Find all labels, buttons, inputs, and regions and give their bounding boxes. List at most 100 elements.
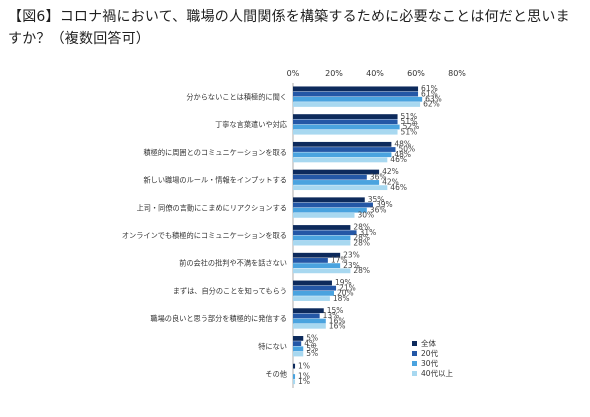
legend-swatch: [412, 361, 417, 366]
bar: [293, 336, 304, 341]
data-label: 16%: [329, 316, 346, 325]
x-tick-label: 60%: [407, 69, 425, 78]
bar: [293, 263, 341, 269]
data-label: 20%: [337, 289, 354, 298]
data-label: 61%: [421, 89, 438, 98]
bar: [293, 374, 296, 379]
bar: [293, 91, 419, 97]
data-label: 36%: [370, 205, 387, 214]
data-label: 13%: [323, 311, 340, 320]
data-label: 61%: [421, 84, 438, 93]
bar: [293, 379, 296, 385]
data-label: 28%: [353, 223, 370, 232]
bar: [293, 202, 373, 208]
data-label: 28%: [353, 266, 370, 275]
data-label: 5%: [306, 334, 318, 343]
category-label: 分からないことは積極的に聞く: [186, 92, 287, 101]
bar-layer: 61%61%63%62%51%51%52%51%48%50%48%46%42%3…: [293, 84, 442, 386]
data-label: 48%: [394, 150, 411, 159]
bar: [293, 363, 296, 369]
data-label: 63%: [425, 94, 442, 103]
bar: [293, 323, 326, 329]
data-label: 30%: [358, 211, 375, 220]
bar: [293, 341, 302, 347]
chart-title: 【図6】コロナ禍において、職場の人間関係を構築するために必要なことは何だと思いま…: [8, 9, 570, 47]
data-label: 51%: [401, 112, 418, 121]
legend-label: 40代以上: [421, 368, 454, 378]
legend-swatch: [412, 351, 417, 356]
legend-swatch: [412, 371, 417, 376]
data-label: 48%: [394, 140, 411, 149]
bar: [293, 346, 304, 352]
bar: [293, 280, 332, 286]
x-tick-label: 0%: [287, 69, 300, 78]
category-label: 丁寧な言葉遣いや対応: [215, 120, 287, 129]
bar: [293, 169, 380, 175]
category-label: まずは、自分のことを知ってもらう: [173, 286, 287, 295]
x-tick-label: 40%: [366, 69, 384, 78]
bar: [293, 313, 320, 319]
data-label: 17%: [331, 256, 348, 265]
data-label: 1%: [298, 361, 310, 370]
data-label: 5%: [306, 344, 318, 353]
data-label: 62%: [423, 100, 440, 109]
data-label: 4%: [304, 339, 316, 348]
category-label: 前の会社の批判や不満を話さない: [179, 259, 287, 268]
data-label: 23%: [343, 261, 360, 270]
data-label: 52%: [403, 122, 420, 131]
bar: [293, 252, 341, 258]
category-label: 新しい職場のルール・情報をインプットする: [143, 176, 287, 185]
data-label: 23%: [343, 250, 360, 259]
data-label: 51%: [401, 127, 418, 136]
data-label: 28%: [353, 238, 370, 247]
data-label: 15%: [327, 306, 344, 315]
category-label: 特にない: [258, 342, 287, 351]
legend-label: 30代: [421, 358, 439, 368]
data-label: 46%: [390, 183, 407, 192]
bar: [293, 268, 351, 274]
bar: [293, 308, 324, 314]
bar: [293, 152, 392, 158]
bar: [293, 258, 328, 263]
category-label: 上司・同僚の言動にこまめにリアクションする: [137, 203, 287, 212]
data-label: 5%: [306, 349, 318, 358]
bar: [293, 290, 334, 296]
bar: [293, 124, 400, 130]
bar: [293, 240, 351, 246]
bar: [293, 296, 330, 301]
legend-label: 全体: [421, 338, 436, 348]
bar: [293, 141, 392, 147]
legend-label: 20代: [421, 348, 439, 358]
data-label: 35%: [368, 195, 385, 204]
category-label: 職場の良いと思う部分を積極的に発信する: [150, 314, 287, 323]
bar: [293, 86, 419, 92]
bar: [293, 96, 423, 102]
bar: [293, 119, 398, 125]
bar: [293, 230, 357, 236]
data-label: 18%: [333, 294, 350, 303]
bar: [293, 225, 351, 230]
bar: [293, 197, 365, 203]
bar: [293, 318, 326, 324]
data-label: 28%: [353, 233, 370, 242]
bar: [293, 157, 388, 163]
data-label: 46%: [390, 155, 407, 164]
bar: [293, 285, 337, 291]
data-label: 39%: [376, 200, 393, 209]
data-label: 21%: [339, 283, 356, 292]
x-tick-label: 20%: [325, 69, 343, 78]
data-label: 36%: [370, 172, 387, 181]
data-label: 42%: [382, 178, 399, 187]
bar: [293, 174, 367, 180]
category-label: オンラインでも積極的にコミュニケーションを取る: [122, 231, 287, 240]
bar: [293, 212, 355, 218]
bar: [293, 351, 304, 357]
x-tick-label: 80%: [448, 69, 466, 78]
data-label: 31%: [360, 228, 377, 237]
data-label: 16%: [329, 321, 346, 330]
legend-swatch: [412, 341, 417, 346]
data-label: 50%: [399, 145, 416, 154]
data-label: 19%: [335, 278, 352, 287]
